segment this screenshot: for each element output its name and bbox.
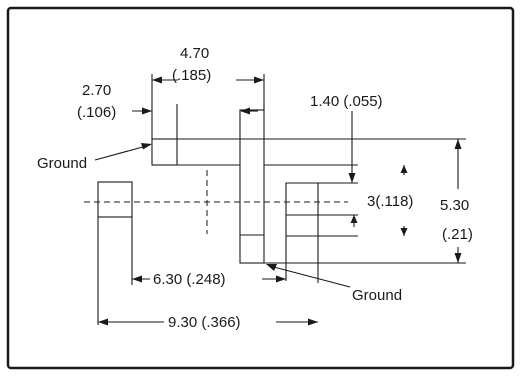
- dimension-930: [98, 318, 318, 326]
- pad-ground-top: [151, 138, 466, 166]
- label-270: 2.70: [82, 82, 111, 99]
- label-185: (.185): [172, 67, 211, 84]
- label-21: (.21): [442, 226, 473, 243]
- drawing-border: [6, 6, 515, 370]
- ground-bottom-leader: [269, 265, 351, 288]
- label-140-055: 1.40 (.055): [310, 93, 383, 110]
- label-530: 5.30: [440, 197, 469, 214]
- pad-ground-center-column: [239, 109, 466, 264]
- label-ground-bottom: Ground: [352, 287, 402, 304]
- ground-bottom-leader-arrowhead: [266, 264, 277, 271]
- pad-left: [97, 181, 133, 325]
- dimension-630: [132, 275, 286, 283]
- label-3-118: 3(.118): [367, 193, 413, 210]
- dimension-3: [350, 165, 408, 236]
- ground-left-leader-arrowhead: [141, 143, 152, 150]
- dimension-530: [454, 139, 462, 263]
- label-930-366: 9.30 (.366): [168, 314, 241, 331]
- label-470: 4.70: [180, 45, 209, 62]
- label-106: (.106): [77, 104, 116, 121]
- label-630-248: 6.30 (.248): [153, 271, 226, 288]
- dimension-270: [132, 104, 258, 139]
- pad-signal-right: [177, 164, 358, 283]
- dimension-470: [151, 74, 265, 139]
- label-ground-left: Ground: [37, 155, 87, 172]
- dimension-140: [348, 111, 356, 183]
- ground-left-leader: [94, 144, 151, 161]
